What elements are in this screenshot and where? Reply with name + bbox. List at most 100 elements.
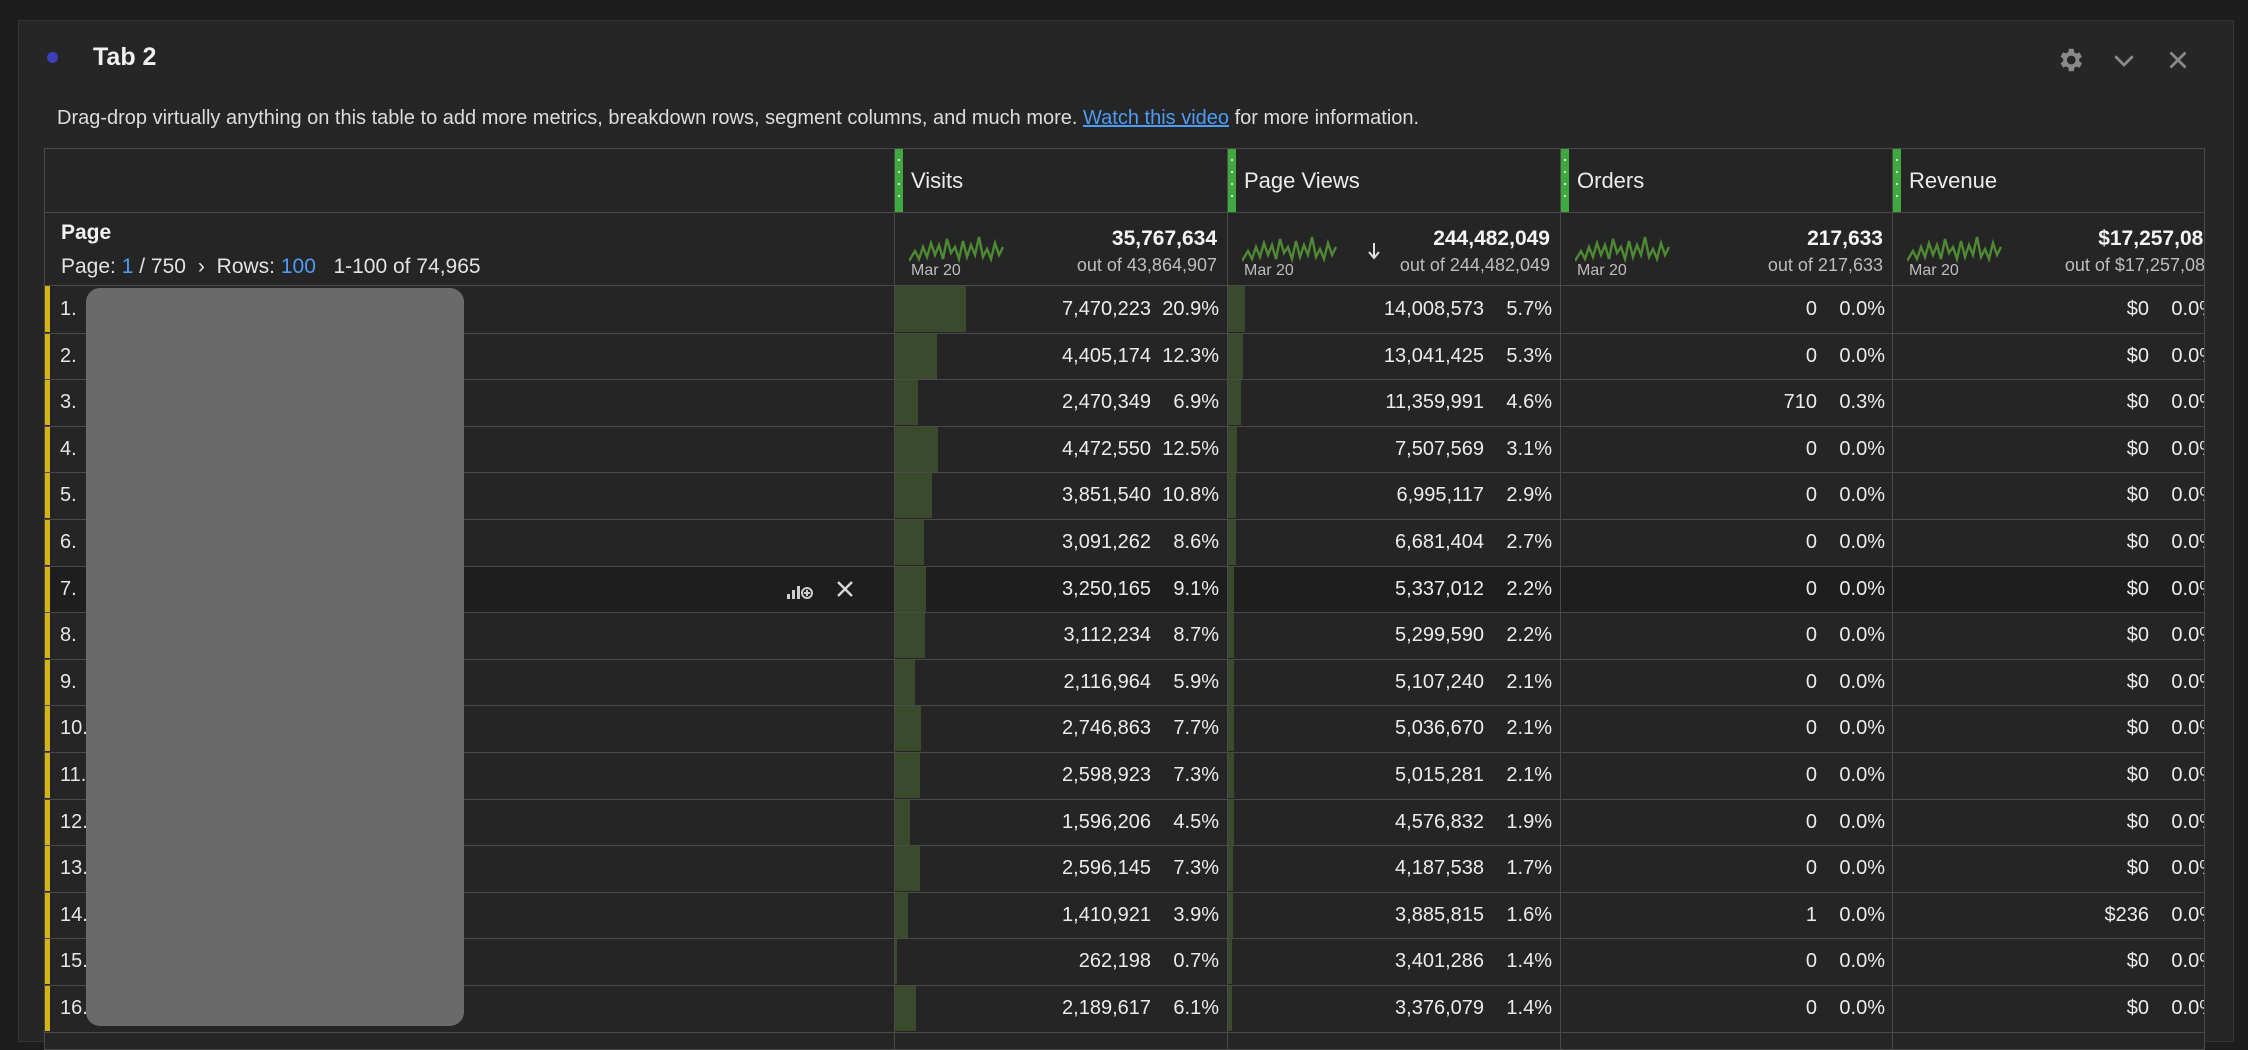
cell-percent: 0.0%: [2171, 298, 2204, 320]
row-index: 5.: [60, 484, 77, 507]
column-drag-handle[interactable]: [1561, 149, 1569, 212]
page-total: / 750: [139, 255, 186, 278]
row-divider: [45, 705, 2204, 707]
table-row[interactable]: 8. 8.7% 3,112,234 2.2% 5,299,590 0.0% 0 0.0% $0: [45, 612, 2204, 659]
row-marker: [45, 752, 50, 798]
cell-value: 2,189,617: [1062, 997, 1151, 1019]
remove-row-icon[interactable]: [833, 577, 857, 601]
percent-bar: [1228, 379, 1242, 426]
cell-percent: 0.0%: [1839, 810, 1885, 833]
column-drag-handle[interactable]: [895, 149, 903, 212]
table-row[interactable]: 11. 7.3% 2,598,923 2.1% 5,015,281 0.0% 0 0.0% $0: [45, 752, 2204, 798]
cell-percent: 7.3%: [1173, 857, 1219, 880]
sparkline[interactable]: [1907, 221, 2007, 265]
breakdown-icon[interactable]: [785, 576, 815, 602]
cell-percent: 2.1%: [1506, 670, 1552, 693]
cell-percent: 1.4%: [1506, 950, 1552, 973]
sort-descending-icon[interactable]: [1366, 241, 1382, 261]
cell-percent: 7.3%: [1173, 764, 1219, 786]
percent-bar: [895, 705, 922, 752]
row-divider: [45, 845, 2204, 847]
cell-percent: 1.9%: [1506, 810, 1552, 833]
cell-percent: 0.0%: [2171, 531, 2204, 553]
cell-value: 5,107,240: [1395, 670, 1484, 693]
cell-value: 2,116,964: [1063, 670, 1152, 693]
column-header-revenue[interactable]: Revenue: [1893, 149, 2204, 212]
row-index: 16.: [60, 997, 88, 1019]
cell-percent: 1.6%: [1506, 903, 1552, 926]
row-divider: [45, 519, 2204, 520]
column-title: Visits: [911, 168, 964, 193]
row-divider: [45, 752, 2204, 753]
rows-per-page-select[interactable]: 100: [280, 255, 316, 278]
column-header-orders[interactable]: Orders: [1561, 149, 1893, 212]
table-row[interactable]: 4. 12.5% 4,472,550 3.1% 7,507,569 0.0% 0 0.0% $0: [45, 425, 2204, 472]
row-index: 6.: [60, 531, 77, 553]
row-index: 1.: [60, 298, 77, 320]
cell-value: $0: [2126, 577, 2149, 600]
watch-video-link[interactable]: Watch this video: [1083, 107, 1230, 129]
sparkline-date: Mar 20: [911, 262, 961, 279]
table-row[interactable]: 14. 3.9% 1,410,921 1.6% 3,885,815 0.0% 1 0.0% $2…: [45, 891, 2204, 938]
cell-value: $0: [2126, 624, 2149, 647]
page-current-input[interactable]: 1: [121, 255, 134, 278]
panel-title[interactable]: Tab 2: [93, 43, 157, 71]
column-header-visits[interactable]: Visits: [895, 149, 1227, 212]
cell-value: 1: [1805, 903, 1817, 926]
row-marker: [45, 798, 50, 845]
next-page-icon[interactable]: ›: [197, 255, 205, 278]
row-divider: [45, 891, 2204, 893]
cell-percent: 0.0%: [1839, 670, 1885, 693]
cell-value: 3,112,234: [1063, 624, 1152, 647]
cell-percent: 0.0%: [1839, 857, 1885, 880]
row-marker: [45, 565, 50, 612]
cell-value: 6,681,404: [1395, 531, 1484, 553]
table-row[interactable]: 16. 6.1% 2,189,617 1.4% 3,376,079 0.0% 0 0.0% $0: [45, 985, 2204, 1031]
table-row[interactable]: 10. 7.7% 2,746,863 2.1% 5,036,670 0.0% 0 0.0% $0: [45, 705, 2204, 752]
cell-value: 0: [1805, 997, 1817, 1019]
cell-percent: 5.7%: [1506, 298, 1552, 320]
percent-bar: [1228, 519, 1236, 565]
cell-value: 5,299,590: [1395, 624, 1484, 647]
page-prefix: Page:: [61, 255, 116, 278]
row-divider: [45, 472, 2204, 474]
table-row[interactable]: 15. 0.7% 262,198 1.4% 3,401,286 0.0% 0 0.0% $0: [45, 938, 2204, 985]
cell-value: 0: [1805, 857, 1817, 880]
cell-value: 1,410,921: [1062, 903, 1151, 926]
chevron-down-icon[interactable]: [2109, 45, 2139, 75]
table-row[interactable]: 13. 7.3% 2,596,145 1.7% 4,187,538 0.0% 0 0.0% $0: [45, 845, 2204, 892]
percent-bar: [1228, 938, 1233, 985]
cell-percent: 2.2%: [1506, 624, 1552, 647]
percent-bar: [1228, 332, 1244, 379]
cell-value: 4,187,538: [1395, 857, 1484, 880]
column-drag-handle[interactable]: [1228, 149, 1236, 212]
table-row[interactable]: 3. 6.9% 2,470,349 4.6% 11,359,991 0.3% 710 0.0%…: [45, 379, 2204, 426]
table-row[interactable]: 9. 5.9% 2,116,964 2.1% 5,107,240 0.0% 0 0.0% $0: [45, 658, 2204, 705]
panel-status-dot: [47, 52, 58, 63]
row-divider: [45, 565, 2204, 567]
pagination: Page: 1 / 750 › Rows: 100 1-100 of 74,96…: [61, 255, 481, 279]
percent-bar: [1228, 565, 1235, 612]
redacted-page-names: [86, 288, 464, 1026]
cell-percent: 6.1%: [1173, 997, 1219, 1019]
row-divider: [45, 379, 2204, 381]
table-row[interactable]: 6. 8.6% 3,091,262 2.7% 6,681,404 0.0% 0 0.0% $0: [45, 519, 2204, 565]
sparkline[interactable]: [1575, 221, 1675, 265]
table-row[interactable]: 1. 20.9% 7,470,223 5.7% 14,008,573 0.0% 0 0.0% $…: [45, 286, 2204, 332]
dimension-label[interactable]: Page: [61, 221, 112, 244]
cell-value: 2,470,349: [1062, 391, 1151, 414]
row-range: 1-100 of 74,965: [333, 255, 481, 278]
close-icon[interactable]: [2163, 45, 2193, 75]
cell-value: 3,885,815: [1395, 903, 1484, 926]
table-row[interactable]: 5. 10.8% 3,851,540 2.9% 6,995,117 0.0% 0 0.0% $0: [45, 472, 2204, 519]
sparkline[interactable]: [1242, 221, 1342, 265]
cell-value: $0: [2126, 997, 2149, 1019]
table-row[interactable]: 2. 12.3% 4,405,174 5.3% 13,041,425 0.0% 0 0.0% $…: [45, 332, 2204, 379]
sparkline[interactable]: [909, 221, 1009, 265]
column-drag-handle[interactable]: [1893, 149, 1901, 212]
percent-bar: [1228, 798, 1234, 845]
column-header-page-views[interactable]: Page Views: [1228, 149, 1560, 212]
gear-icon[interactable]: [2055, 45, 2085, 75]
cell-value: $0: [2126, 484, 2149, 507]
table-row[interactable]: 12. 4.5% 1,596,206 1.9% 4,576,832 0.0% 0 0.0% $0: [45, 798, 2204, 845]
